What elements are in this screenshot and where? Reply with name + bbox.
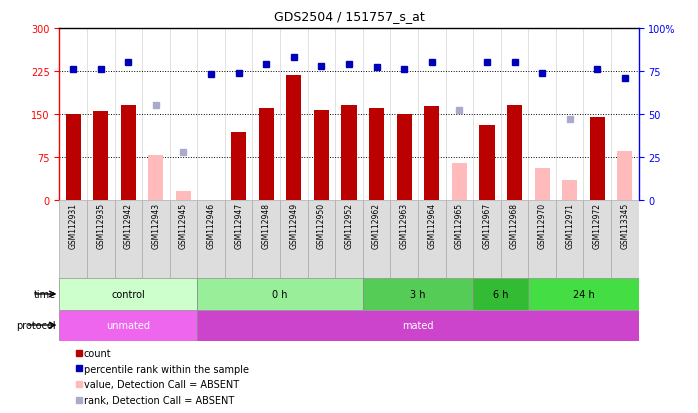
Bar	[473, 200, 500, 279]
Bar	[286, 76, 302, 200]
Bar	[528, 200, 556, 279]
Text: unmated: unmated	[106, 320, 150, 330]
Bar	[611, 200, 639, 279]
Bar	[314, 111, 329, 200]
Text: 3 h: 3 h	[410, 289, 426, 299]
Bar	[473, 279, 528, 310]
Bar	[480, 126, 494, 200]
Bar	[253, 200, 280, 279]
Text: GSM112931: GSM112931	[68, 203, 77, 249]
Bar	[390, 200, 418, 279]
Bar	[562, 180, 577, 200]
Bar	[66, 114, 81, 200]
Bar	[452, 163, 467, 200]
Bar	[335, 200, 363, 279]
Bar	[584, 200, 611, 279]
Bar	[308, 200, 335, 279]
Text: 0 h: 0 h	[272, 289, 288, 299]
Bar	[198, 279, 363, 310]
Text: GSM112970: GSM112970	[537, 203, 547, 249]
Text: GSM112945: GSM112945	[179, 203, 188, 249]
Bar	[198, 310, 639, 341]
Bar	[369, 109, 384, 200]
Bar	[59, 310, 198, 341]
Bar	[535, 169, 550, 200]
Bar	[280, 200, 308, 279]
Text: GSM112942: GSM112942	[124, 203, 133, 249]
Text: control: control	[112, 289, 145, 299]
Text: GSM112967: GSM112967	[482, 203, 491, 249]
Bar	[259, 109, 274, 200]
Text: GSM112943: GSM112943	[151, 203, 161, 249]
Text: GSM112962: GSM112962	[372, 203, 381, 249]
Text: GSM112948: GSM112948	[262, 203, 271, 249]
Bar	[176, 192, 191, 200]
Bar	[93, 112, 108, 200]
Bar	[590, 117, 605, 200]
Text: count: count	[84, 348, 112, 358]
Text: GSM112952: GSM112952	[345, 203, 353, 249]
Text: mated: mated	[402, 320, 433, 330]
Text: percentile rank within the sample: percentile rank within the sample	[84, 364, 248, 374]
Bar	[59, 279, 198, 310]
Bar	[396, 114, 412, 200]
Text: GSM112946: GSM112946	[207, 203, 216, 249]
Bar	[114, 200, 142, 279]
Bar	[507, 106, 522, 200]
Bar	[341, 106, 357, 200]
Text: rank, Detection Call = ABSENT: rank, Detection Call = ABSENT	[84, 395, 234, 405]
Bar	[87, 200, 114, 279]
Text: protocol: protocol	[16, 320, 56, 330]
Bar	[363, 200, 390, 279]
Bar	[445, 200, 473, 279]
Text: time: time	[34, 289, 56, 299]
Bar	[500, 200, 528, 279]
Text: GSM112935: GSM112935	[96, 203, 105, 249]
Bar	[170, 200, 198, 279]
Text: GSM112963: GSM112963	[400, 203, 408, 249]
Text: GSM112964: GSM112964	[427, 203, 436, 249]
Bar	[231, 133, 246, 200]
Bar	[556, 200, 584, 279]
Bar	[424, 107, 439, 200]
Text: GSM113345: GSM113345	[621, 203, 630, 249]
Text: value, Detection Call = ABSENT: value, Detection Call = ABSENT	[84, 380, 239, 389]
Bar	[142, 200, 170, 279]
Bar	[617, 152, 632, 200]
Bar	[225, 200, 253, 279]
Text: GSM112972: GSM112972	[593, 203, 602, 249]
Bar	[59, 200, 87, 279]
Bar	[198, 200, 225, 279]
Text: GSM112971: GSM112971	[565, 203, 574, 249]
Text: GDS2504 / 151757_s_at: GDS2504 / 151757_s_at	[274, 10, 424, 23]
Bar	[528, 279, 639, 310]
Bar	[418, 200, 445, 279]
Bar	[148, 156, 163, 200]
Text: GSM112950: GSM112950	[317, 203, 326, 249]
Bar	[363, 279, 473, 310]
Text: GSM112968: GSM112968	[510, 203, 519, 249]
Bar	[121, 106, 136, 200]
Text: GSM112965: GSM112965	[455, 203, 464, 249]
Text: 6 h: 6 h	[493, 289, 508, 299]
Text: GSM112949: GSM112949	[290, 203, 298, 249]
Text: GSM112947: GSM112947	[234, 203, 243, 249]
Text: 24 h: 24 h	[572, 289, 595, 299]
